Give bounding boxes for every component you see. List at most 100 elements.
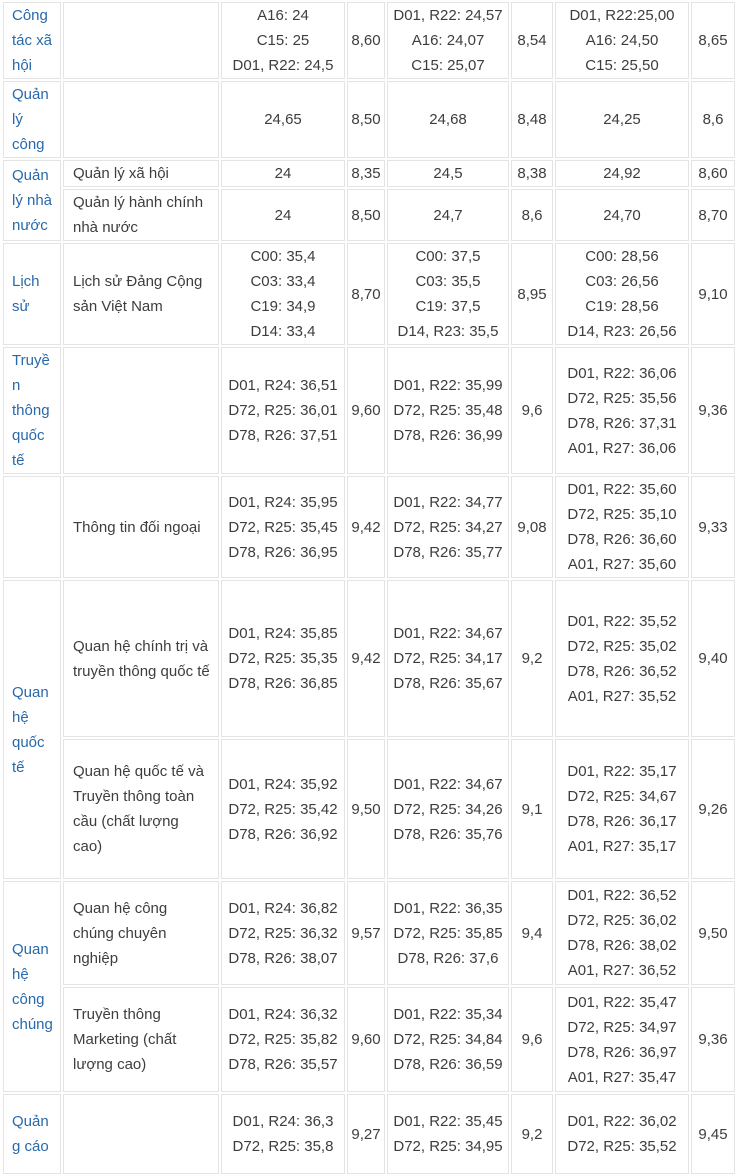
rating-cell: 8,6 (511, 189, 553, 241)
table-row: Lịch sử Lịch sử Đảng Cộng sản Việt Nam C… (3, 243, 735, 345)
table-row: Quan hệ quốc tế và Truyền thông toàn cầu… (3, 739, 735, 879)
major-cell: Truyền thông Marketing (chất lượng cao) (63, 987, 219, 1092)
table-row: Quản lý nhà nước Quản lý xã hội 24 8,35 … (3, 160, 735, 241)
rating-cell: 9,50 (347, 739, 385, 879)
category-cell: Quảng cáo (3, 1094, 61, 1174)
category-link[interactable]: Quan hệ quốc tế (12, 683, 49, 776)
rating-cell: 9,60 (347, 987, 385, 1092)
category-link[interactable]: Lịch sử (12, 273, 40, 315)
score-cell: D01, R24: 35,95 D72, R25: 35,45 D78, R26… (221, 476, 345, 578)
major-cell (63, 347, 219, 474)
rating-cell: 8,35 (347, 160, 385, 187)
score-cell: D01, R22: 34,67 D72, R25: 34,26 D78, R26… (387, 739, 509, 879)
rating-cell: 9,4 (511, 881, 553, 985)
score-cell: D01, R24: 36,82 D72, R25: 36,32 D78, R26… (221, 881, 345, 985)
rating-cell: 8,54 (511, 2, 553, 79)
score-cell: D01, R24: 35,85 D72, R25: 35,35 D78, R26… (221, 580, 345, 737)
score-cell: 24,68 (387, 81, 509, 158)
score-cell: 24,25 (555, 81, 689, 158)
score-cell: D01, R22: 35,45 D72, R25: 34,95 (387, 1094, 509, 1174)
rating-cell: 9,36 (691, 987, 735, 1092)
rating-cell: 9,42 (347, 476, 385, 578)
table-row: Quan hệ quốc tế Quan hệ chính trị và tru… (3, 580, 735, 879)
category-link[interactable]: Quảng cáo (12, 1113, 49, 1155)
category-link[interactable]: Quản lý công (12, 86, 49, 153)
score-cell: A16: 24 C15: 25 D01, R22: 24,5 (221, 2, 345, 79)
rating-cell: 9,1 (511, 739, 553, 879)
category-cell (3, 476, 61, 578)
score-cell: D01, R22: 35,99 D72, R25: 35,48 D78, R26… (387, 347, 509, 474)
rating-cell: 9,08 (511, 476, 553, 578)
category-link[interactable]: Quan hệ công chúng (12, 940, 53, 1033)
table-row: Quảng cáo D01, R24: 36,3 D72, R25: 35,8 … (3, 1094, 735, 1174)
score-cell: 24,92 (555, 160, 689, 187)
category-cell: Quan hệ quốc tế (3, 580, 61, 879)
score-cell: D01, R24: 36,51 D72, R25: 36,01 D78, R26… (221, 347, 345, 474)
rating-cell: 8,65 (691, 2, 735, 79)
rating-cell: 8,48 (511, 81, 553, 158)
rating-cell: 8,60 (691, 160, 735, 187)
table-row: Quản lý công 24,65 8,50 24,68 8,48 24,25… (3, 81, 735, 158)
rating-cell: 8,70 (347, 243, 385, 345)
category-cell: Quan hệ công chúng (3, 881, 61, 1092)
major-cell (63, 1094, 219, 1174)
rating-cell: 8,50 (347, 81, 385, 158)
rating-cell: 8,50 (347, 189, 385, 241)
score-cell: 24,7 (387, 189, 509, 241)
major-cell (63, 81, 219, 158)
rating-cell: 9,36 (691, 347, 735, 474)
rating-cell: 8,70 (691, 189, 735, 241)
rating-cell: 9,2 (511, 580, 553, 737)
score-cell: D01, R22: 24,57 A16: 24,07 C15: 25,07 (387, 2, 509, 79)
category-cell: Lịch sử (3, 243, 61, 345)
rating-cell: 9,2 (511, 1094, 553, 1174)
table-row: Truyền thông quốc tế D01, R24: 36,51 D72… (3, 347, 735, 474)
rating-cell: 9,6 (511, 987, 553, 1092)
score-cell: D01, R22: 35,17 D72, R25: 34,67 D78, R26… (555, 739, 689, 879)
rating-cell: 9,40 (691, 580, 735, 737)
category-cell: Quản lý nhà nước (3, 160, 61, 241)
score-cell: 24,65 (221, 81, 345, 158)
rating-cell: 9,26 (691, 739, 735, 879)
score-cell: D01, R22: 35,60 D72, R25: 35,10 D78, R26… (555, 476, 689, 578)
score-cell: C00: 28,56 C03: 26,56 C19: 28,56 D14, R2… (555, 243, 689, 345)
table-row: Truyền thông Marketing (chất lượng cao) … (3, 987, 735, 1092)
score-cell: C00: 37,5 C03: 35,5 C19: 37,5 D14, R23: … (387, 243, 509, 345)
score-cell: D01, R22: 35,34 D72, R25: 34,84 D78, R26… (387, 987, 509, 1092)
category-link[interactable]: Quản lý nhà nước (12, 167, 53, 234)
score-cell: C00: 35,4 C03: 33,4 C19: 34,9 D14: 33,4 (221, 243, 345, 345)
major-cell: Quan hệ công chúng chuyên nghiệp (63, 881, 219, 985)
score-cell: D01, R22: 36,06 D72, R25: 35,56 D78, R26… (555, 347, 689, 474)
category-cell: Quản lý công (3, 81, 61, 158)
score-cell: D01, R24: 36,32 D72, R25: 35,82 D78, R26… (221, 987, 345, 1092)
category-link[interactable]: Công tác xã hội (12, 7, 53, 74)
major-cell: Quan hệ chính trị và truyền thông quốc t… (63, 580, 219, 737)
table-row: Thông tin đối ngoại D01, R24: 35,95 D72,… (3, 476, 735, 578)
major-cell: Quan hệ quốc tế và Truyền thông toàn cầu… (63, 739, 219, 879)
rating-cell: 8,6 (691, 81, 735, 158)
score-cell: D01, R22: 36,02 D72, R25: 35,52 (555, 1094, 689, 1174)
rating-cell: 9,27 (347, 1094, 385, 1174)
rating-cell: 8,95 (511, 243, 553, 345)
table-row: Quan hệ công chúng Quan hệ công chúng ch… (3, 881, 735, 1092)
score-cell: D01, R22: 34,77 D72, R25: 34,27 D78, R26… (387, 476, 509, 578)
major-cell: Quản lý hành chính nhà nước (63, 189, 219, 241)
score-cell: D01, R24: 36,3 D72, R25: 35,8 (221, 1094, 345, 1174)
category-cell: Truyền thông quốc tế (3, 347, 61, 474)
rating-cell: 9,50 (691, 881, 735, 985)
score-cell: 24,70 (555, 189, 689, 241)
category-cell: Công tác xã hội (3, 2, 61, 79)
category-link[interactable]: Truyền thông quốc tế (12, 352, 50, 469)
rating-cell: 8,38 (511, 160, 553, 187)
score-cell: 24 (221, 189, 345, 241)
score-cell: D01, R22: 36,52 D72, R25: 36,02 D78, R26… (555, 881, 689, 985)
score-cell: D01, R24: 35,92 D72, R25: 35,42 D78, R26… (221, 739, 345, 879)
score-cell: 24,5 (387, 160, 509, 187)
major-cell (63, 2, 219, 79)
major-cell: Quản lý xã hội (63, 160, 219, 187)
rating-cell: 9,10 (691, 243, 735, 345)
table-row: Quản lý hành chính nhà nước 24 8,50 24,7… (3, 189, 735, 241)
score-cell: 24 (221, 160, 345, 187)
rating-cell: 9,33 (691, 476, 735, 578)
